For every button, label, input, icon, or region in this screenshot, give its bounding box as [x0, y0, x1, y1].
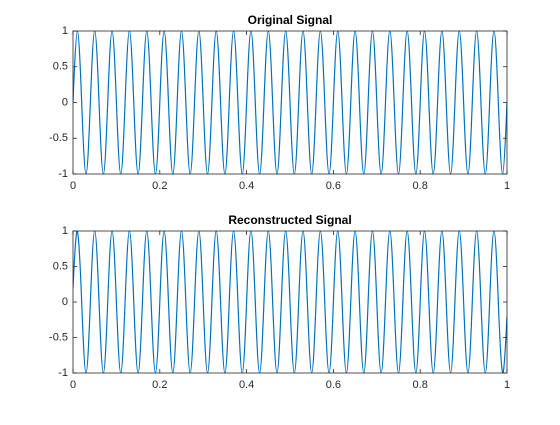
y-tick-label: 1 — [62, 25, 68, 37]
y-tick-label: 0 — [62, 96, 68, 108]
y-tick-label: 0 — [62, 296, 68, 308]
x-tick-label: 0.8 — [413, 180, 428, 192]
y-tick-label: -1 — [58, 367, 68, 379]
x-tick-label: 0.6 — [326, 180, 341, 192]
signal-line — [73, 231, 507, 373]
chart-title: Reconstructed Signal — [228, 213, 351, 227]
x-tick-label: 1 — [504, 180, 510, 192]
y-tick-label: -0.5 — [49, 132, 68, 144]
x-tick-label: 1 — [504, 379, 510, 391]
x-tick-label: 0.4 — [239, 180, 254, 192]
chart-title: Original Signal — [248, 13, 333, 27]
y-tick-label: -1 — [58, 168, 68, 180]
x-tick-label: 0.6 — [326, 379, 341, 391]
x-tick-label: 0 — [70, 379, 76, 391]
y-tick-label: 0.5 — [53, 61, 68, 73]
x-tick-label: 0.4 — [239, 379, 254, 391]
x-tick-label: 0.2 — [152, 180, 167, 192]
y-tick-label: -0.5 — [49, 331, 68, 343]
x-tick-label: 0.2 — [152, 379, 167, 391]
y-tick-label: 1 — [62, 225, 68, 237]
signal-line — [73, 31, 507, 174]
x-tick-label: 0 — [70, 180, 76, 192]
x-tick-label: 0.8 — [413, 379, 428, 391]
y-tick-label: 0.5 — [53, 260, 68, 272]
